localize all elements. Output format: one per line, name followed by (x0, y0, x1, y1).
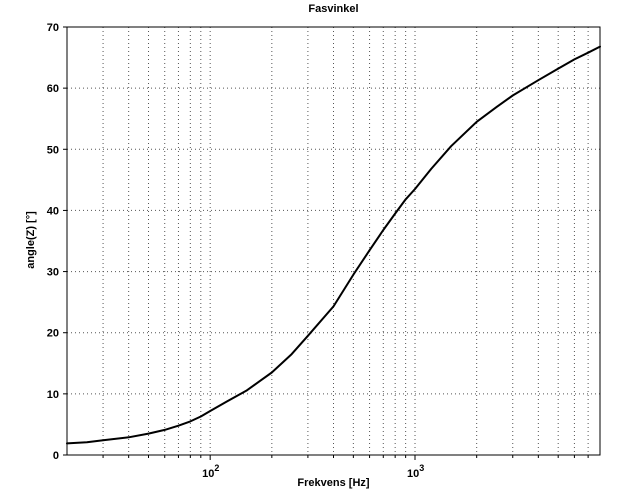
y-tick-label: 20 (47, 328, 59, 340)
y-tick-label: 70 (47, 22, 59, 34)
y-tick-label: 0 (53, 450, 59, 462)
y-tick-label: 40 (47, 205, 59, 217)
y-tick-label: 50 (47, 144, 59, 156)
y-tick-label: 60 (47, 83, 59, 95)
x-tick-label: 103 (407, 463, 424, 480)
x-axis-label: Frekvens [Hz] (297, 477, 370, 489)
phase-curve (66, 45, 601, 445)
y-tick-label: 10 (47, 389, 59, 401)
x-tick-label: 102 (202, 463, 219, 480)
y-tick-label: 30 (47, 267, 59, 279)
chart-title: Fasvinkel (308, 3, 359, 15)
